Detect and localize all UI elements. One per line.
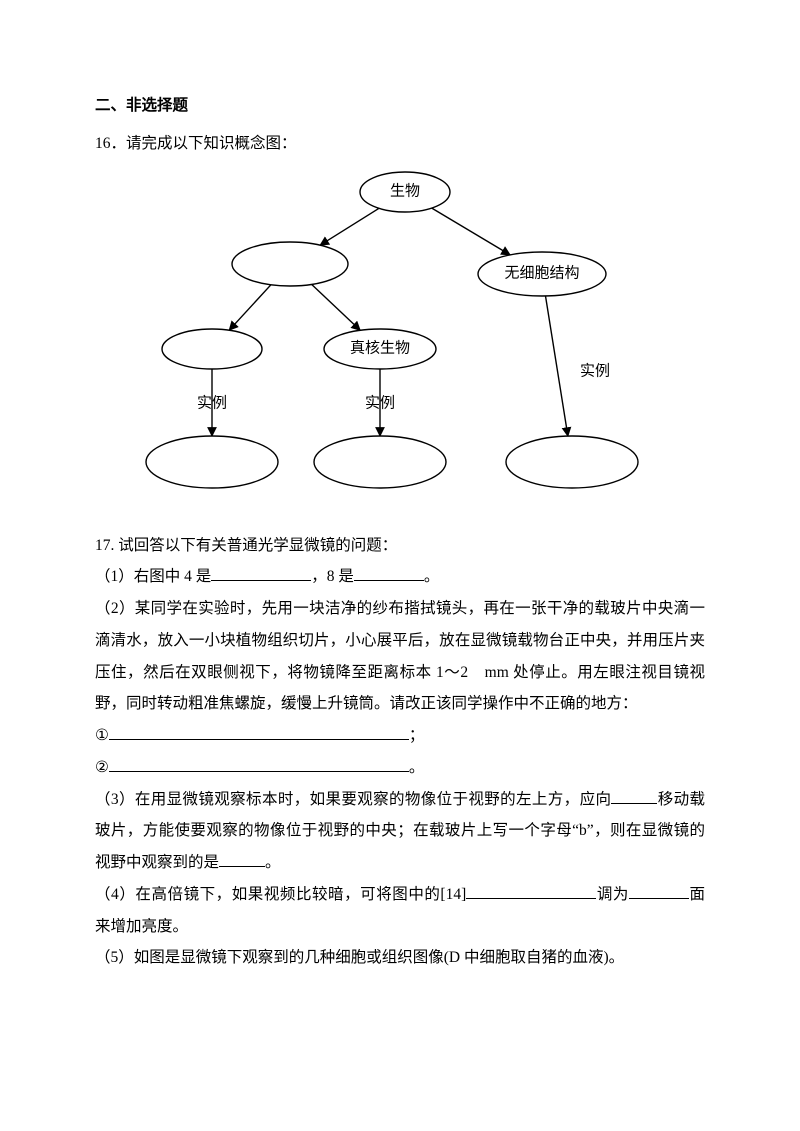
blank-8[interactable] [354, 565, 424, 581]
blank-correction-2[interactable] [109, 756, 409, 772]
q17-p2-line2: ②。 [95, 752, 705, 784]
blank-face[interactable] [629, 883, 689, 899]
q17-block: 17. 试回答以下有关普通光学显微镜的问题： （1）右图中 4 是，8 是。 （… [95, 530, 705, 975]
blank-letter[interactable] [219, 851, 265, 867]
q17-intro: 17. 试回答以下有关普通光学显微镜的问题： [95, 530, 705, 562]
edge-left1-leafTM [312, 284, 361, 330]
edge-label-1: 实例 [365, 394, 395, 411]
q17-p3-a: （3）在用显微镜观察标本时，如果要观察的物像位于视野的左上方，应向 [95, 791, 611, 808]
svg-text:生物: 生物 [390, 182, 420, 199]
node-right1: 无细胞结构 [478, 252, 606, 296]
node-leafTL [162, 329, 262, 369]
edge-right1-leafBR [546, 296, 568, 436]
q17-p2-line1: ①； [95, 720, 705, 752]
node-left1 [232, 242, 348, 286]
q17-p1-a: （1）右图中 4 是 [95, 568, 211, 585]
edge-label-2: 实例 [580, 362, 610, 379]
q17-p3: （3）在用显微镜观察标本时，如果要观察的物像位于视野的左上方，应向移动载玻片，方… [95, 784, 705, 879]
node-leafBL [146, 436, 278, 488]
node-leafBM [314, 436, 446, 488]
q17-p2-2b: 。 [409, 759, 425, 776]
q17-p2-1a: ① [95, 727, 109, 744]
q17-p4: （4）在高倍镜下，如果视频比较暗，可将图中的[14]调为面来增加亮度。 [95, 879, 705, 943]
section-heading: 二、非选择题 [95, 90, 705, 122]
svg-text:无细胞结构: 无细胞结构 [504, 264, 579, 281]
blank-direction[interactable] [611, 787, 657, 803]
q17-p4-b: 调为 [596, 886, 629, 903]
concept-map-wrap: 生物无细胞结构真核生物 实例实例实例 [95, 164, 705, 504]
q17-p5: （5）如图是显微镜下观察到的几种细胞或组织图像(D 中细胞取自猪的血液)。 [95, 942, 705, 974]
blank-4[interactable] [211, 565, 311, 581]
q17-p1-c: 。 [424, 568, 440, 585]
q17-p2-1b: ； [409, 727, 425, 744]
q17-p2: （2）某同学在实验时，先用一块洁净的纱布揩拭镜头，再在一张干净的载玻片中央滴一滴… [95, 593, 705, 720]
node-root: 生物 [360, 172, 450, 212]
q17-p1-b: ，8 是 [311, 568, 354, 585]
q17-p4-a: （4）在高倍镜下，如果视频比较暗，可将图中的[14] [95, 886, 466, 903]
edge-left1-leafTL [229, 284, 271, 329]
node-leafBR [506, 436, 638, 488]
q17-p3-c: 。 [265, 854, 281, 871]
blank-correction-1[interactable] [109, 724, 409, 740]
edge-root-left1 [320, 208, 379, 245]
q17-p2-2a: ② [95, 759, 109, 776]
concept-map: 生物无细胞结构真核生物 实例实例实例 [140, 164, 660, 504]
edge-root-right1 [432, 208, 510, 255]
q17-p1: （1）右图中 4 是 ，8 是 。 [95, 561, 705, 593]
edge-label-0: 实例 [197, 394, 227, 411]
node-leafTM: 真核生物 [324, 329, 436, 369]
svg-text:真核生物: 真核生物 [350, 338, 410, 356]
q16-prompt: 16．请完成以下知识概念图： [95, 128, 705, 160]
blank-part14[interactable] [466, 883, 596, 899]
